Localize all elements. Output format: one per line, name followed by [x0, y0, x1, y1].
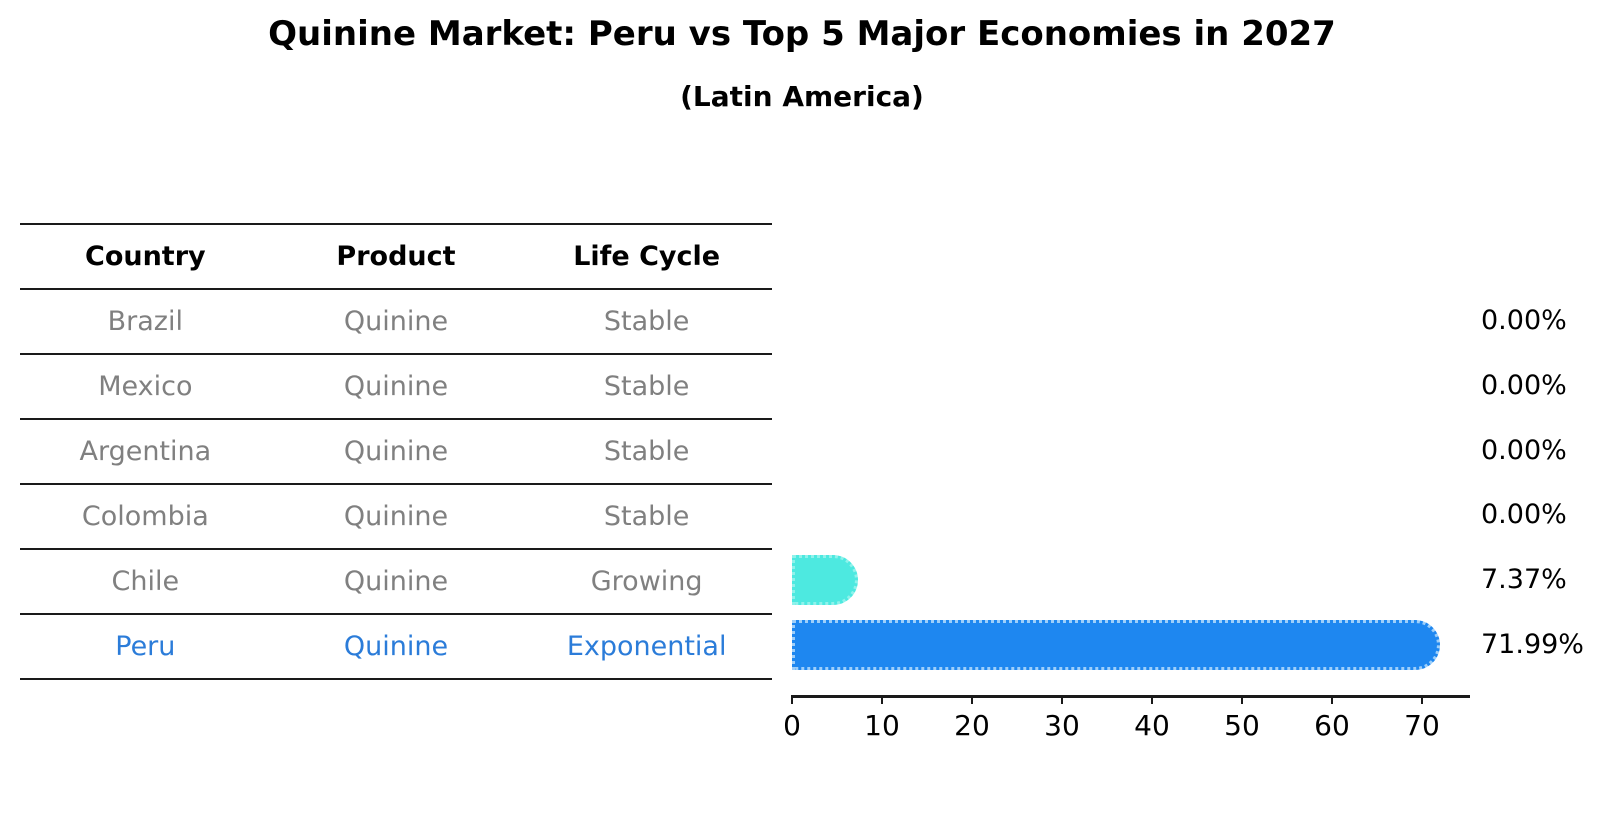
column-header-product: Product	[336, 241, 456, 272]
table-row-chile: Chile Quinine Growing	[20, 549, 772, 614]
table-cell-country: Peru	[115, 631, 176, 662]
country-table: Country Product Life Cycle Brazil Quinine St…	[20, 223, 772, 680]
value-label-argentina: 0.00%	[1481, 434, 1567, 466]
x-axis-tick	[881, 695, 883, 704]
table-row-colombia: Colombia Quinine Stable	[20, 484, 772, 549]
bar-chile	[792, 555, 859, 606]
x-axis-tick	[971, 695, 973, 704]
table-cell-life-cycle: Growing	[590, 566, 703, 597]
x-axis-tick	[1241, 695, 1243, 704]
x-axis-tick-label: 40	[1134, 709, 1170, 742]
table-cell-country: Mexico	[98, 371, 193, 402]
table-row-brazil: Brazil Quinine Stable	[20, 289, 772, 354]
table-row-peru: Peru Quinine Exponential	[20, 614, 772, 679]
table-cell-product: Quinine	[343, 371, 449, 402]
table-row-argentina: Argentina Quinine Stable	[20, 419, 772, 484]
table-cell-life-cycle: Stable	[603, 436, 690, 467]
table-cell-country: Colombia	[81, 501, 209, 532]
x-axis-tick	[1061, 695, 1063, 704]
x-axis-tick	[791, 695, 793, 704]
x-axis-tick-label: 10	[864, 709, 900, 742]
table-cell-country: Brazil	[107, 306, 183, 337]
bar-peru	[792, 619, 1440, 670]
bar-plot: 0 10 20 30 40 50 60 70	[783, 223, 1470, 742]
x-axis-tick-label: 0	[783, 709, 801, 742]
value-label-peru: 71.99%	[1481, 628, 1584, 660]
x-axis-tick-label: 30	[1044, 709, 1080, 742]
table-cell-product: Quinine	[343, 306, 449, 337]
table-row-mexico: Mexico Quinine Stable	[20, 354, 772, 419]
table-cell-life-cycle: Exponential	[566, 631, 727, 662]
value-label-brazil: 0.00%	[1481, 305, 1567, 337]
table-cell-life-cycle: Stable	[603, 306, 690, 337]
x-axis-tick	[1331, 695, 1333, 704]
value-label-mexico: 0.00%	[1481, 370, 1567, 402]
x-axis-tick-label: 50	[1224, 709, 1260, 742]
table-cell-product: Quinine	[343, 631, 449, 662]
table-header-row: Country Product Life Cycle	[20, 224, 772, 289]
x-axis-tick-label: 20	[954, 709, 990, 742]
column-header-life-cycle: Life Cycle	[573, 241, 721, 272]
table-cell-country: Argentina	[79, 436, 212, 467]
value-label-colombia: 0.00%	[1481, 499, 1567, 531]
x-axis-tick	[1421, 695, 1423, 704]
chart-subtitle: (Latin America)	[680, 80, 924, 113]
table-cell-product: Quinine	[343, 436, 449, 467]
value-label-chile: 7.37%	[1481, 564, 1567, 596]
table-cell-life-cycle: Stable	[603, 371, 690, 402]
x-axis-tick-label: 60	[1314, 709, 1350, 742]
table-cell-product: Quinine	[343, 566, 449, 597]
table-cell-life-cycle: Stable	[603, 501, 690, 532]
chart-title: Quinine Market: Peru vs Top 5 Major Econ…	[268, 14, 1336, 54]
x-axis-tick	[1151, 695, 1153, 704]
table-cell-country: Chile	[111, 566, 180, 597]
x-axis-tick-label: 70	[1404, 709, 1440, 742]
column-header-country: Country	[85, 241, 206, 272]
table-cell-product: Quinine	[343, 501, 449, 532]
